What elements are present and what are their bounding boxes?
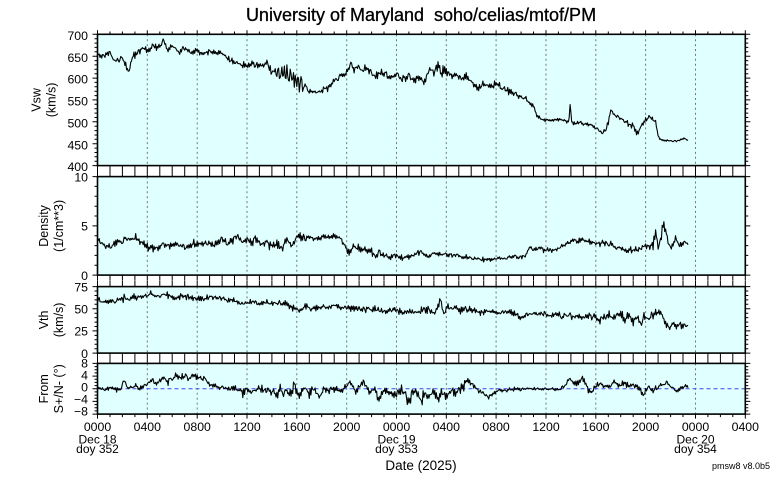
svg-text:1200: 1200 — [233, 420, 261, 434]
svg-text:0800: 0800 — [482, 420, 510, 434]
svg-text:Vsw: Vsw — [30, 87, 44, 112]
svg-text:S+/N- (°): S+/N- (°) — [52, 364, 66, 413]
svg-text:(km/s): (km/s) — [45, 83, 59, 118]
svg-text:Dec 20: Dec 20 — [676, 432, 714, 446]
svg-text:5: 5 — [81, 220, 88, 234]
svg-text:−8: −8 — [74, 405, 88, 419]
svg-text:0000: 0000 — [84, 420, 112, 434]
svg-text:0000: 0000 — [383, 420, 411, 434]
svg-text:From: From — [37, 374, 51, 403]
svg-text:75: 75 — [74, 280, 88, 294]
svg-text:0400: 0400 — [433, 420, 461, 434]
svg-text:Date (2025): Date (2025) — [385, 458, 456, 473]
svg-text:doy 352: doy 352 — [76, 442, 119, 456]
svg-text:−4: −4 — [74, 393, 88, 407]
svg-text:doy 353: doy 353 — [375, 442, 418, 456]
svg-text:10: 10 — [74, 170, 88, 184]
svg-text:1200: 1200 — [532, 420, 560, 434]
svg-text:pmsw8 v8.0b5: pmsw8 v8.0b5 — [712, 461, 770, 471]
svg-text:0800: 0800 — [184, 420, 212, 434]
svg-text:1600: 1600 — [582, 420, 610, 434]
svg-text:700: 700 — [67, 29, 88, 43]
svg-text:doy 354: doy 354 — [674, 442, 717, 456]
svg-text:University of Maryland soho/c: University of Maryland soho/celias/mtof/… — [246, 5, 596, 25]
svg-text:0: 0 — [81, 347, 88, 361]
svg-text:550: 550 — [67, 95, 88, 109]
svg-text:25: 25 — [74, 325, 88, 339]
svg-text:1600: 1600 — [283, 420, 311, 434]
svg-text:2000: 2000 — [632, 420, 660, 434]
svg-text:500: 500 — [67, 116, 88, 130]
svg-text:600: 600 — [67, 73, 88, 87]
svg-text:(1/cm**3): (1/cm**3) — [52, 200, 66, 252]
svg-text:0400: 0400 — [732, 420, 760, 434]
svg-text:Dec 18: Dec 18 — [78, 432, 116, 446]
svg-text:0000: 0000 — [682, 420, 710, 434]
svg-text:0: 0 — [81, 381, 88, 395]
svg-text:400: 400 — [67, 160, 88, 174]
svg-text:Vth: Vth — [37, 310, 51, 329]
svg-text:4: 4 — [81, 368, 88, 382]
svg-text:8: 8 — [81, 356, 88, 370]
svg-text:Density: Density — [37, 204, 51, 246]
svg-text:Dec 19: Dec 19 — [377, 432, 415, 446]
svg-text:450: 450 — [67, 138, 88, 152]
svg-text:0: 0 — [81, 269, 88, 283]
svg-text:0400: 0400 — [134, 420, 162, 434]
svg-text:50: 50 — [74, 303, 88, 317]
svg-text:650: 650 — [67, 51, 88, 65]
svg-text:(km/s): (km/s) — [52, 303, 66, 338]
svg-text:2000: 2000 — [333, 420, 361, 434]
